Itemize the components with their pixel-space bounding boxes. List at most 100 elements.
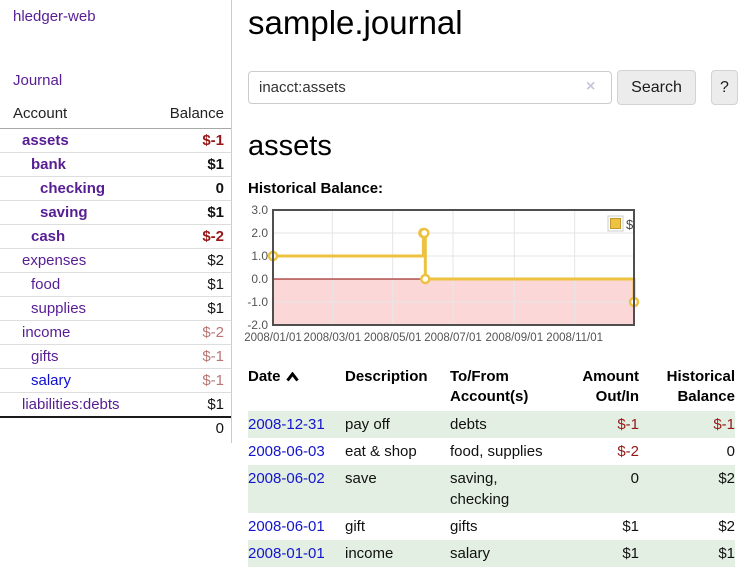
account-link[interactable]: saving xyxy=(40,204,88,221)
account-link[interactable]: supplies xyxy=(31,300,87,317)
account-link[interactable]: salary xyxy=(31,372,72,389)
data-point-marker xyxy=(419,227,430,239)
account-link[interactable]: bank xyxy=(31,156,67,173)
transaction-balance: 0 xyxy=(726,443,735,460)
account-row: salary $-1 xyxy=(0,368,231,393)
transaction-date-link[interactable]: 2008-12-31 xyxy=(248,416,325,433)
account-row: liabilities:debts $1 xyxy=(0,392,231,417)
x-axis-tick-label: 2008/05/01 xyxy=(364,332,422,344)
x-axis-tick-label: 2008/01/01 xyxy=(244,332,302,344)
account-balance: $-1 xyxy=(152,344,231,369)
x-axis-tick-label: 2008/03/01 xyxy=(304,332,362,344)
data-point-marker xyxy=(420,273,431,285)
legend-label: $ xyxy=(626,217,634,232)
transaction-date-link[interactable]: 2008-06-03 xyxy=(248,443,325,460)
transaction-accounts: food, supplies xyxy=(450,443,543,460)
account-row: food $1 xyxy=(0,272,231,297)
account-row: assets $-1 xyxy=(0,129,231,153)
x-axis-tick-label: 2008/07/01 xyxy=(424,332,482,344)
transaction-accounts: salary xyxy=(450,545,491,562)
account-link[interactable]: income xyxy=(22,324,71,341)
sidebar: hledger-web Journal Account Balance asse… xyxy=(0,0,232,443)
sidebar-item-journal[interactable]: Journal xyxy=(13,72,63,89)
account-row: cash $-2 xyxy=(0,224,231,249)
register-header-balance: Historical Balance xyxy=(666,368,735,405)
register-row: 2008-06-02 save saving, checking 0 $2 xyxy=(248,465,735,513)
account-heading: assets xyxy=(248,130,332,162)
account-balance: $-2 xyxy=(152,224,231,249)
transaction-description: save xyxy=(345,470,377,487)
transaction-description: eat & shop xyxy=(345,443,417,460)
y-axis-tick-label: 2.0 xyxy=(251,226,268,240)
account-row: supplies $1 xyxy=(0,296,231,321)
transaction-balance: $2 xyxy=(718,470,735,487)
transaction-amount: $1 xyxy=(622,545,639,562)
register-row: 2008-12-31 pay off debts $-1 $-1 xyxy=(248,411,735,438)
account-link[interactable]: assets xyxy=(22,132,69,149)
account-link[interactable]: liabilities:debts xyxy=(22,396,120,413)
account-balance: $1 xyxy=(152,272,231,297)
transaction-amount: $-2 xyxy=(617,443,639,460)
y-axis-tick-label: 1.0 xyxy=(251,249,268,263)
register-header-row: Date Description To/From Account(s) Amou… xyxy=(248,365,735,411)
legend-swatch xyxy=(610,218,621,229)
account-balance: $-1 xyxy=(152,368,231,393)
register-header-amount: Amount Out/In xyxy=(582,368,639,405)
app-brand-link[interactable]: hledger-web xyxy=(13,8,96,25)
transaction-date-link[interactable]: 2008-06-01 xyxy=(248,518,325,535)
accounts-header-balance: Balance xyxy=(152,103,231,129)
account-row: income $-2 xyxy=(0,320,231,345)
accounts-header-account: Account xyxy=(0,103,153,129)
transaction-description: gift xyxy=(345,518,366,535)
register-row: 2008-06-01 gift gifts $1 $2 xyxy=(248,513,735,540)
account-balance: $-1 xyxy=(202,132,224,149)
page-title: sample.journal xyxy=(248,4,463,41)
accounts-header-row: Account Balance xyxy=(0,103,231,129)
register-header-description: Description xyxy=(345,368,428,385)
y-axis-tick-label: 0.0 xyxy=(251,272,268,286)
search-input[interactable] xyxy=(248,71,612,104)
account-link[interactable]: food xyxy=(31,276,61,293)
transaction-date-link[interactable]: 2008-01-01 xyxy=(248,545,325,562)
account-link[interactable]: expenses xyxy=(22,252,87,269)
sort-asc-icon xyxy=(285,371,299,382)
accounts-table: Account Balance assets $-1 bank $1 check… xyxy=(0,103,231,439)
search-bar: × Search ? xyxy=(248,70,742,105)
register-table: Date Description To/From Account(s) Amou… xyxy=(248,365,735,567)
transaction-accounts: saving, checking xyxy=(450,470,510,508)
help-button[interactable]: ? xyxy=(711,70,738,105)
account-link[interactable]: gifts xyxy=(31,348,59,365)
y-axis-tick-label: 3.0 xyxy=(251,205,268,217)
transaction-amount: $1 xyxy=(622,518,639,535)
register-row: 2008-06-03 eat & shop food, supplies $-2… xyxy=(248,438,735,465)
account-balance: 0 xyxy=(152,176,231,201)
chart-title: Historical Balance: xyxy=(248,180,384,197)
account-balance: $1 xyxy=(152,296,231,321)
accounts-body: assets $-1 bank $1 checking 0 saving $1 … xyxy=(0,129,231,417)
transaction-balance: $2 xyxy=(718,518,735,535)
search-button[interactable]: Search xyxy=(617,70,696,105)
clear-search-icon[interactable]: × xyxy=(586,78,596,95)
transaction-date-link[interactable]: 2008-06-02 xyxy=(248,470,325,487)
register-header-date[interactable]: Date xyxy=(248,365,345,411)
transaction-balance: $-1 xyxy=(713,416,735,433)
main-content: sample.journal × Search ? assets Histori… xyxy=(244,0,742,567)
transaction-balance: $1 xyxy=(718,545,735,562)
account-row: expenses $2 xyxy=(0,248,231,273)
account-balance: $-2 xyxy=(152,320,231,345)
transaction-accounts: debts xyxy=(450,416,487,433)
account-row: saving $1 xyxy=(0,200,231,225)
account-link[interactable]: cash xyxy=(31,228,66,245)
register-body: 2008-12-31 pay off debts $-1 $-1 2008-06… xyxy=(248,411,735,567)
transaction-amount: $-1 xyxy=(617,416,639,433)
account-row: gifts $-1 xyxy=(0,344,231,369)
transaction-description: pay off xyxy=(345,416,390,433)
account-row: bank $1 xyxy=(0,152,231,177)
account-balance: $1 xyxy=(152,152,231,177)
register-header-accounts: To/From Account(s) xyxy=(450,368,529,405)
register-row: 2008-01-01 income salary $1 $1 xyxy=(248,540,735,567)
account-link[interactable]: checking xyxy=(40,180,106,197)
account-row: checking 0 xyxy=(0,176,231,201)
account-balance: $1 xyxy=(152,200,231,225)
